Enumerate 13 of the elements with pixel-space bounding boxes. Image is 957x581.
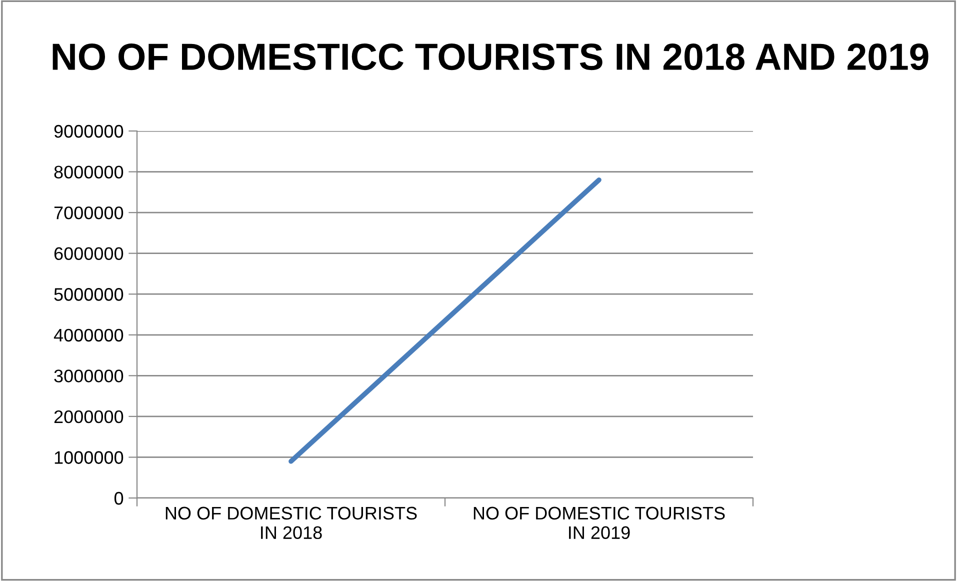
y-tick-label: 6000000 (54, 247, 124, 260)
y-tick-label: 7000000 (54, 206, 124, 220)
y-tick-label: 5000000 (54, 288, 124, 301)
y-tick-label: 1000000 (54, 451, 124, 464)
y-tick-label: 8000000 (54, 166, 124, 178)
y-tick-label: 0 (114, 492, 124, 505)
y-tick-label: 4000000 (54, 328, 124, 342)
chart-title: NO OF DOMESTICC TOURISTS IN 2018 AND 2019 (52, 44, 928, 70)
y-tick-label: 2000000 (54, 410, 124, 424)
y-tick-label: 3000000 (54, 370, 124, 382)
x-tick-label: NO OF DOMESTIC TOURISTS IN 2018 (166, 506, 417, 540)
x-tick-label: NO OF DOMESTIC TOURISTS IN 2019 (474, 506, 725, 540)
y-tick-label: 9000000 (54, 124, 124, 138)
